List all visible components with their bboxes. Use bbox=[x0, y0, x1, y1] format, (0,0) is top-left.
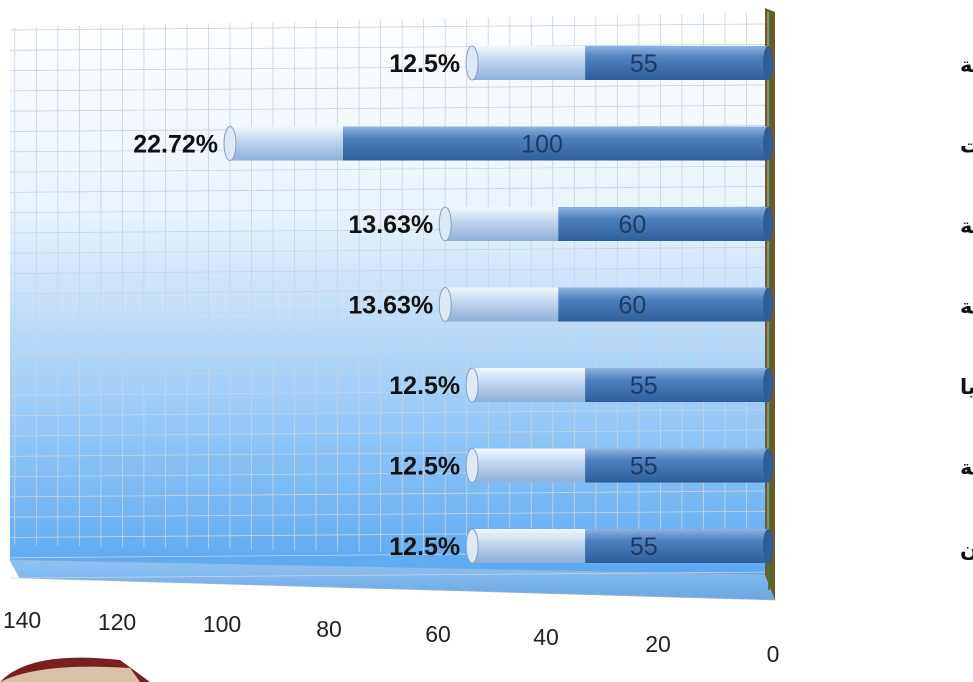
corner-decoration bbox=[0, 658, 150, 682]
percent-label: 12.5% bbox=[389, 372, 460, 400]
bar-value-label: 60 bbox=[619, 292, 647, 320]
bar bbox=[558, 288, 768, 322]
bar-light-segment bbox=[445, 288, 558, 322]
category-labels: براءة و براعة معجم اللغات تصويبات لغوية وقف… bbox=[960, 53, 973, 560]
percent-label: 13.63% bbox=[348, 211, 433, 239]
bar-base-cap bbox=[763, 529, 773, 563]
percent-label: 22.72% bbox=[133, 131, 218, 159]
bar-value-label: 55 bbox=[630, 50, 658, 78]
category-label: في رحاب الجامعة bbox=[960, 456, 973, 480]
percent-label: 13.63% bbox=[348, 292, 433, 320]
category-label: معجم اللغات bbox=[960, 134, 973, 158]
bar-base-cap bbox=[763, 449, 773, 483]
bar-value-label: 55 bbox=[630, 372, 658, 400]
category-label: تصويبات لغوية bbox=[960, 214, 973, 238]
x-tick-label: 80 bbox=[316, 616, 342, 642]
bar-value-label: 55 bbox=[630, 533, 658, 561]
bar-end-cap bbox=[439, 207, 451, 241]
x-tick-label: 20 bbox=[645, 631, 671, 657]
bar-base-cap bbox=[763, 46, 773, 80]
x-tick-label: 100 bbox=[203, 611, 241, 637]
bar-light-segment bbox=[472, 449, 585, 483]
bar-base-cap bbox=[763, 368, 773, 402]
bar-value-label: 100 bbox=[521, 131, 563, 159]
bar-base-cap bbox=[763, 288, 773, 322]
percent-label: 12.5% bbox=[389, 453, 460, 481]
bar-end-cap bbox=[439, 288, 451, 322]
bar-end-cap bbox=[224, 127, 236, 161]
bar-light-segment bbox=[445, 207, 558, 241]
bar-base-cap bbox=[763, 207, 773, 241]
bar-light-segment bbox=[230, 127, 343, 161]
x-tick-label: 40 bbox=[533, 624, 559, 650]
bar-light-segment bbox=[472, 368, 585, 402]
x-tick-label: 140 bbox=[3, 607, 41, 633]
bar-end-cap bbox=[466, 529, 478, 563]
bar bbox=[558, 207, 768, 241]
bar-light-segment bbox=[472, 529, 585, 563]
bar-end-cap bbox=[466, 449, 478, 483]
x-axis-ticks: 0 20 40 60 80 100 120 140 bbox=[3, 607, 780, 667]
category-label: بيداغوجيا bbox=[960, 375, 973, 399]
percent-label: 12.5% bbox=[389, 50, 460, 78]
bar bbox=[585, 368, 768, 402]
category-label: براءة و براعة bbox=[960, 53, 973, 77]
x-tick-label: 60 bbox=[425, 621, 451, 647]
category-label: نوافذ على التكوين bbox=[960, 536, 973, 560]
category-label: وقفات تربوية bbox=[960, 295, 973, 319]
x-tick-label: 120 bbox=[98, 609, 136, 635]
percent-label: 12.5% bbox=[389, 533, 460, 561]
bar-light-segment bbox=[472, 46, 585, 80]
x-tick-label: 0 bbox=[767, 641, 780, 667]
bar-end-cap bbox=[466, 46, 478, 80]
bar-end-cap bbox=[466, 368, 478, 402]
bar bbox=[585, 449, 768, 483]
bar bbox=[585, 529, 768, 563]
bar-value-label: 60 bbox=[619, 211, 647, 239]
bar bbox=[585, 46, 768, 80]
bar-base-cap bbox=[763, 127, 773, 161]
bar-value-label: 55 bbox=[630, 453, 658, 481]
